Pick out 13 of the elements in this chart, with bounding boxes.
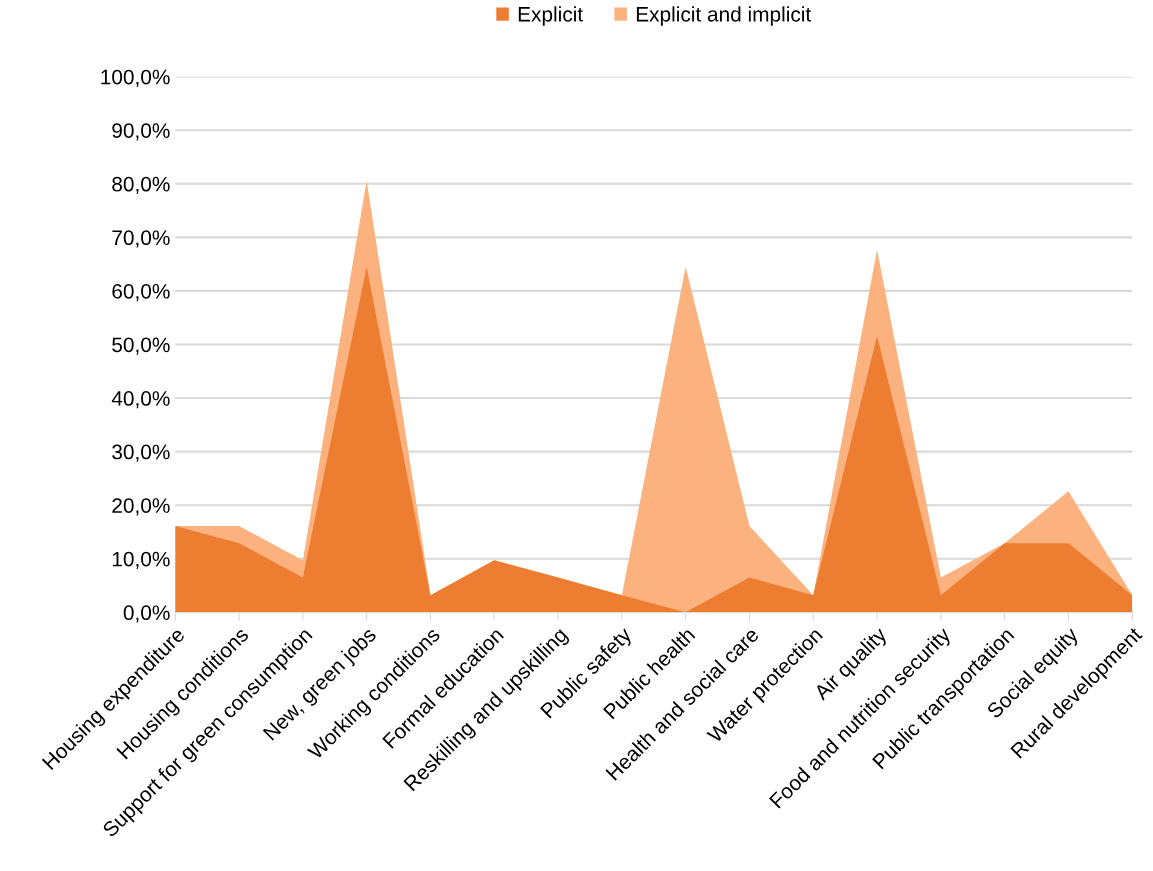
y-tick-label: 50,0% — [112, 337, 170, 355]
legend-label: Explicit and implicit — [636, 6, 812, 26]
y-tick-label: 70,0% — [112, 230, 170, 248]
y-tick-label: 20,0% — [112, 498, 170, 516]
y-tick-label: 40,0% — [111, 391, 170, 409]
y-tick-label: 80,0% — [112, 176, 170, 194]
y-tick-label: 0,0% — [123, 605, 170, 623]
y-tick-label: 100,0% — [101, 69, 170, 87]
legend-label: Explicit — [518, 6, 583, 26]
y-tick-label: 90,0% — [112, 123, 170, 141]
y-tick-label: 10,0% — [112, 551, 170, 569]
y-tick-label: 30,0% — [112, 444, 170, 462]
y-tick-label: 60,0% — [112, 283, 170, 302]
